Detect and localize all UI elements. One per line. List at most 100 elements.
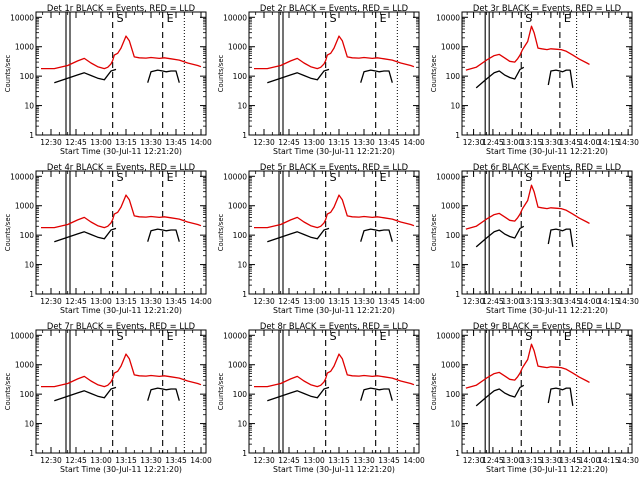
x-axis-label: Start Time (30-Jul-11 12:21:20): [486, 306, 608, 315]
x-tick-label: 13:00: [303, 297, 325, 306]
x-tick-label: 12:45: [278, 456, 300, 465]
series-line-events: [360, 69, 393, 83]
series-line-events: [267, 68, 330, 84]
x-tick-label: 12:30: [40, 138, 62, 147]
y-tick-label: 10: [24, 420, 34, 429]
y-tick-label: 100: [446, 390, 461, 399]
y-tick-label: 10000: [223, 331, 247, 340]
x-tick-label: 13:45: [559, 456, 581, 465]
y-tick-label: 1000: [228, 361, 247, 370]
x-tick-label: 13:15: [328, 297, 350, 306]
x-tick-label: 14:00: [579, 138, 601, 147]
y-tick-label: 100: [20, 231, 35, 240]
x-tick-label: 14:30: [617, 138, 639, 147]
series-line-events: [267, 386, 330, 402]
y-tick-label: 10: [237, 102, 247, 111]
x-tick-label: 14:00: [403, 138, 425, 147]
x-tick-label: 14:15: [598, 138, 620, 147]
x-tick-label: 13:45: [378, 297, 400, 306]
marker-label-e: E: [380, 171, 387, 184]
x-axis-label: Start Time (30-Jul-11 12:21:20): [486, 147, 608, 156]
marker-label-s: S: [330, 12, 337, 25]
y-tick-label: 10000: [436, 13, 460, 22]
x-tick-label: 12:30: [253, 456, 275, 465]
x-tick-label: 13:00: [303, 138, 325, 147]
x-axis-label: Start Time (30-Jul-11 12:21:20): [273, 465, 395, 474]
plot-frame: [248, 11, 420, 136]
y-tick-label: 10: [450, 261, 460, 270]
x-tick-label: 12:45: [65, 297, 87, 306]
y-axis-label: Counts/sec: [4, 214, 12, 252]
panel-title: Det 1r BLACK = Events, RED = LLD: [47, 3, 195, 13]
x-tick-label: 13:15: [115, 138, 137, 147]
marker-label-s: S: [525, 12, 532, 25]
series-line-events: [267, 227, 330, 243]
y-axis-label: Counts/sec: [4, 373, 12, 411]
x-tick-label: 14:00: [403, 456, 425, 465]
y-tick-label: 1: [242, 290, 247, 299]
plot-frame: [248, 329, 420, 454]
x-tick-label: 13:30: [140, 297, 162, 306]
x-tick-label: 12:30: [253, 138, 275, 147]
series-line-lld: [41, 353, 202, 388]
y-tick-label: 10000: [10, 331, 34, 340]
y-tick-label: 10: [450, 420, 460, 429]
marker-label-s: S: [117, 330, 124, 343]
series-line-lld: [465, 184, 590, 230]
x-tick-label: 13:45: [165, 138, 187, 147]
series-line-lld: [41, 194, 202, 229]
marker-label-e: E: [564, 330, 571, 343]
x-axis-label: Start Time (30-Jul-11 12:21:20): [273, 147, 395, 156]
x-tick-label: 12:30: [463, 297, 485, 306]
x-tick-label: 14:30: [617, 456, 639, 465]
detector-panel-7: Det 7r BLACK = Events, RED = LLD 1 10 100 10…: [4, 321, 212, 474]
series-line-events: [360, 228, 393, 242]
x-tick-label: 12:45: [482, 138, 504, 147]
x-tick-label: 13:15: [521, 456, 543, 465]
detector-panel-2: Det 2r BLACK = Events, RED = LLD 1 10 100 10…: [217, 3, 425, 156]
y-tick-label: 1000: [15, 43, 34, 52]
x-tick-label: 14:00: [403, 297, 425, 306]
x-tick-label: 14:30: [617, 297, 639, 306]
detector-panel-3: Det 3r BLACK = Events, RED = LLD 1 10 100 10…: [430, 3, 639, 156]
x-tick-label: 12:45: [482, 297, 504, 306]
x-tick-label: 14:00: [190, 297, 212, 306]
x-axis-label: Start Time (30-Jul-11 12:21:20): [273, 306, 395, 315]
x-tick-label: 13:00: [90, 297, 112, 306]
x-tick-label: 12:30: [463, 456, 485, 465]
y-tick-label: 10000: [10, 13, 34, 22]
x-tick-label: 14:00: [579, 297, 601, 306]
marker-label-s: S: [525, 330, 532, 343]
y-axis-label: Counts/sec: [217, 55, 225, 93]
x-tick-label: 14:00: [579, 456, 601, 465]
series-line-lld: [254, 194, 415, 229]
x-tick-label: 13:45: [378, 456, 400, 465]
plot-frame: [248, 170, 420, 295]
panel-title: Det 5r BLACK = Events, RED = LLD: [260, 162, 408, 172]
x-tick-label: 12:45: [65, 456, 87, 465]
y-tick-label: 1000: [441, 202, 460, 211]
y-tick-label: 10000: [436, 172, 460, 181]
y-tick-label: 10: [237, 420, 247, 429]
marker-label-e: E: [564, 171, 571, 184]
y-tick-label: 1: [29, 449, 34, 458]
y-axis-label: Counts/sec: [217, 373, 225, 411]
series-line-lld: [41, 35, 202, 70]
series-line-lld: [465, 343, 590, 389]
y-axis-label: Counts/sec: [430, 373, 438, 411]
marker-label-e: E: [380, 12, 387, 25]
marker-label-e: E: [564, 12, 571, 25]
y-tick-label: 10: [24, 102, 34, 111]
detector-panel-1: Det 1r BLACK = Events, RED = LLD 1 10 100 10…: [4, 3, 212, 156]
y-axis-label: Counts/sec: [217, 214, 225, 252]
y-tick-label: 10000: [223, 13, 247, 22]
y-tick-label: 10000: [10, 172, 34, 181]
series-line-events: [547, 69, 574, 88]
x-tick-label: 13:30: [140, 138, 162, 147]
x-axis-label: Start Time (30-Jul-11 12:21:20): [60, 147, 182, 156]
x-tick-label: 13:45: [559, 297, 581, 306]
detector-panel-8: Det 8r BLACK = Events, RED = LLD 1 10 100 10…: [217, 321, 425, 474]
panel-title: Det 7r BLACK = Events, RED = LLD: [47, 321, 195, 331]
y-axis-label: Counts/sec: [4, 55, 12, 93]
series-line-lld: [254, 35, 415, 70]
